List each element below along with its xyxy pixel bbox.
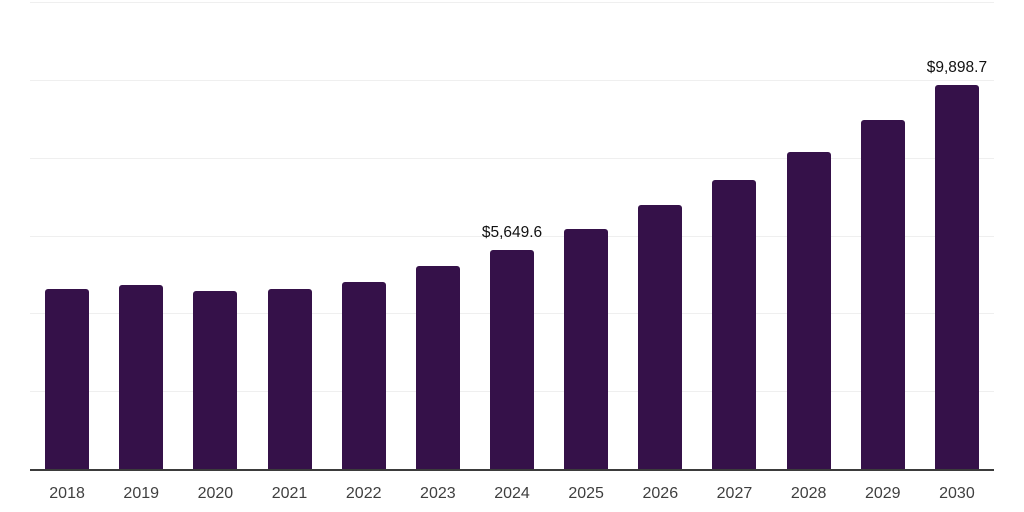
bar-2020 bbox=[193, 291, 238, 470]
x-tick-2018: 2018 bbox=[49, 485, 85, 502]
bar-2018 bbox=[45, 289, 90, 470]
gridline-12000 bbox=[30, 2, 994, 3]
x-tick-2020: 2020 bbox=[197, 485, 234, 502]
bar-2030 bbox=[934, 84, 979, 470]
x-tick-2021: 2021 bbox=[271, 485, 308, 502]
gridline-10000 bbox=[30, 79, 994, 81]
plot-area: $5,649.6 $9,898.7 bbox=[30, 2, 994, 470]
x-tick-2029: 2029 bbox=[864, 485, 901, 502]
x-tick-2022: 2022 bbox=[345, 485, 382, 502]
bar-2021 bbox=[267, 289, 312, 470]
bar-2019 bbox=[119, 284, 164, 470]
bar-2022 bbox=[341, 281, 386, 470]
x-axis-labels: 2018 2019 2020 2021 2022 2023 2024 2025 2026 2027… bbox=[30, 484, 994, 506]
data-label-2024: $5,649.6 bbox=[481, 224, 543, 242]
x-tick-2024: 2024 bbox=[494, 485, 530, 502]
x-tick-2019: 2019 bbox=[123, 485, 160, 502]
x-tick-2026: 2026 bbox=[642, 485, 679, 502]
bar-2028 bbox=[786, 151, 831, 470]
bar-2026 bbox=[638, 205, 683, 470]
bar-2024 bbox=[490, 250, 534, 470]
x-tick-2023: 2023 bbox=[420, 485, 456, 502]
x-tick-2027: 2027 bbox=[716, 485, 753, 502]
gridline-6000 bbox=[30, 235, 994, 237]
bar-2029 bbox=[860, 119, 905, 470]
bar-2027 bbox=[712, 180, 757, 470]
x-tick-2025: 2025 bbox=[568, 485, 604, 502]
bar-2023 bbox=[415, 266, 460, 470]
data-label-2030: $9,898.7 bbox=[926, 58, 988, 76]
x-axis-line bbox=[30, 469, 994, 471]
x-tick-2028: 2028 bbox=[790, 485, 827, 502]
gridline-8000 bbox=[30, 157, 994, 159]
bar-2025 bbox=[564, 228, 609, 470]
x-tick-2030: 2030 bbox=[939, 485, 975, 502]
